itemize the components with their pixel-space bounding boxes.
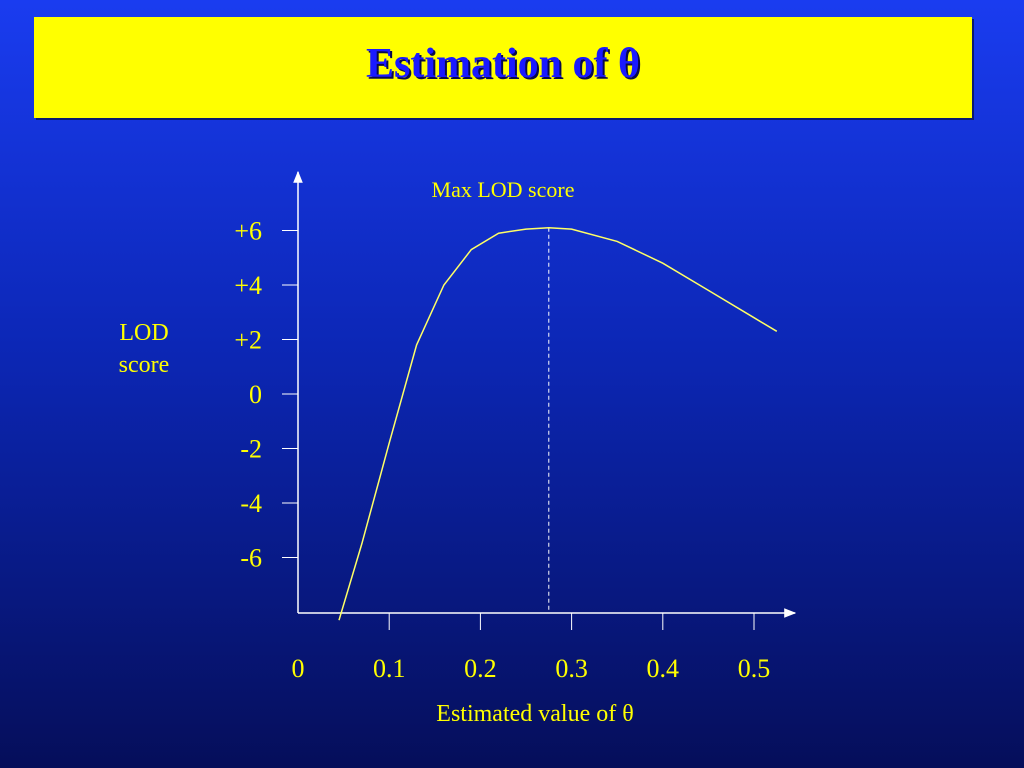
x-tick-label: 0.3 xyxy=(555,654,588,683)
x-tick-label: 0.5 xyxy=(738,654,771,683)
y-tick-label: -2 xyxy=(240,435,262,464)
y-tick-label: +6 xyxy=(234,217,262,246)
max-lod-annotation: Max LOD score xyxy=(432,177,575,202)
y-tick-label: -4 xyxy=(240,489,262,518)
y-ticks: +6 +4 +2 0 -2 -4 -6 xyxy=(234,217,298,573)
x-tick-label: 0 xyxy=(292,654,305,683)
x-tick-label: 0.1 xyxy=(373,654,406,683)
x-ticks: 0 0.1 0.2 0.3 0.4 0.5 xyxy=(292,613,771,683)
slide-title: Estimation of θ xyxy=(366,40,640,87)
y-tick-label: +2 xyxy=(234,326,262,355)
y-tick-label: 0 xyxy=(249,380,262,409)
y-tick-label: -6 xyxy=(240,544,262,573)
x-axis-label: Estimated value of θ xyxy=(436,701,633,727)
x-tick-label: 0.4 xyxy=(647,654,680,683)
lod-curve xyxy=(338,227,778,621)
x-tick-label: 0.2 xyxy=(464,654,497,683)
y-axis-label: LOD score xyxy=(119,320,170,378)
y-tick-label: +4 xyxy=(234,271,262,300)
title-banner: Estimation of θ xyxy=(34,17,972,118)
